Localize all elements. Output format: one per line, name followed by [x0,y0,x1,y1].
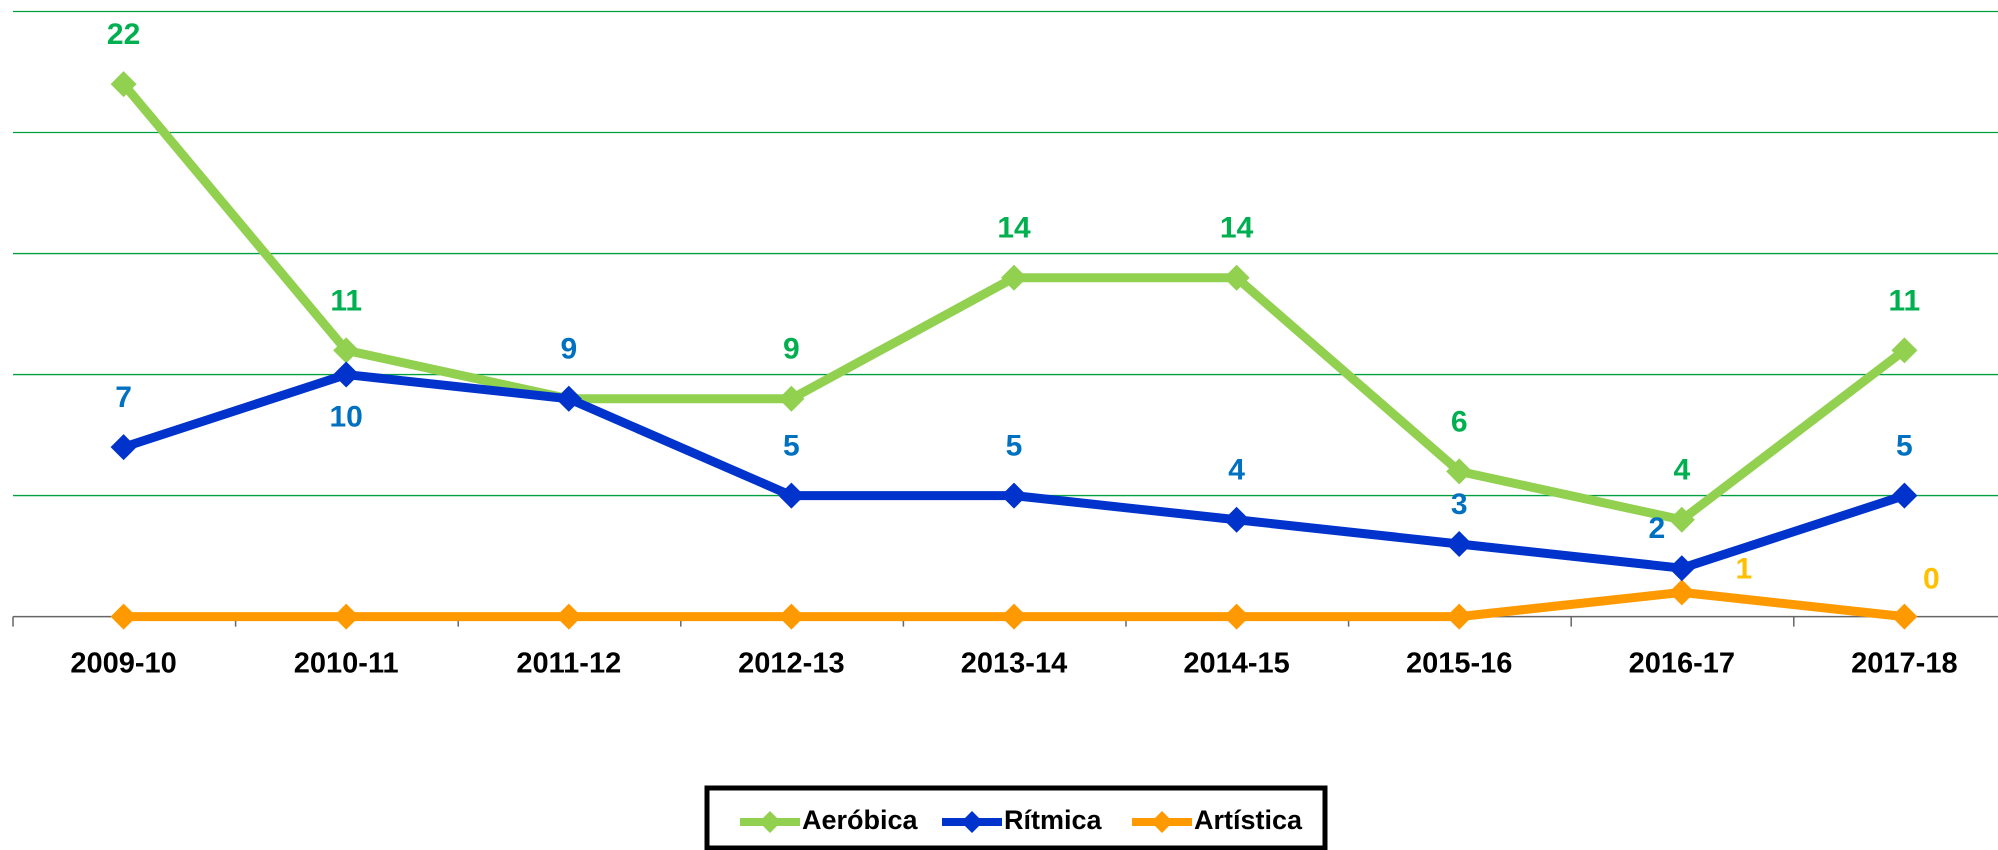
legend-marker [759,811,781,833]
point-marker [1446,603,1473,630]
point-marker [1891,337,1918,364]
point-marker [778,603,805,630]
legend-box [704,785,1328,850]
data-label: 2 [1648,512,1665,545]
point-marker [110,434,137,461]
legend-label: Rítmica [1004,805,1103,835]
x-tick-label: 2016-17 [1629,647,1735,679]
data-label: 7 [115,381,132,414]
point-marker [1668,579,1695,606]
point-marker [555,385,582,412]
point-marker [1001,603,1027,630]
x-tick-label: 2015-16 [1406,647,1512,679]
point-marker [778,482,805,509]
data-label: 6 [1451,405,1468,438]
point-marker [1668,555,1695,582]
data-label: 4 [1673,454,1690,487]
point-marker [333,361,360,388]
point-marker [555,603,582,630]
point-marker [1223,264,1250,291]
data-label: 10 [330,400,363,433]
point-marker [1891,603,1918,630]
point-marker [1446,530,1473,557]
data-label: 0 [1923,563,1940,596]
point-marker [110,71,137,98]
point-marker [110,603,137,630]
point-marker [1446,458,1473,485]
x-tick-label: 2013-14 [961,647,1067,679]
legend-marker [1151,811,1173,833]
data-label: 5 [1006,430,1023,463]
point-marker [1223,506,1250,533]
x-tick-label: 2011-12 [516,647,621,679]
legend-label: Artística [1194,805,1303,835]
data-label: 1 [1735,552,1752,585]
x-tick-label: 2014-15 [1183,647,1289,679]
data-label: 22 [107,18,140,51]
point-marker [1668,506,1695,533]
data-label: 9 [783,333,800,366]
data-label: 11 [330,284,362,317]
x-tick-label: 2017-18 [1851,647,1957,679]
data-label: 5 [1896,430,1913,463]
data-label: 14 [1220,212,1254,245]
point-marker [778,385,805,412]
point-marker [1891,482,1918,509]
x-tick-label: 2010-11 [294,647,399,679]
point-marker [1001,264,1027,291]
x-tick-label: 2009-10 [70,647,176,679]
point-marker [333,603,360,630]
point-marker [1001,482,1027,509]
x-tick-label: 2012-13 [738,647,844,679]
data-label: 11 [1889,284,1921,317]
data-label: 4 [1228,454,1245,487]
data-label: 14 [997,212,1031,245]
legend-label: Aeróbica [802,805,919,835]
point-marker [1223,603,1250,630]
series-line [122,370,1906,573]
legend-marker [961,811,983,833]
data-label: 9 [560,333,577,366]
data-label: 3 [1451,488,1468,521]
data-label: 5 [783,430,800,463]
point-marker [333,337,360,364]
